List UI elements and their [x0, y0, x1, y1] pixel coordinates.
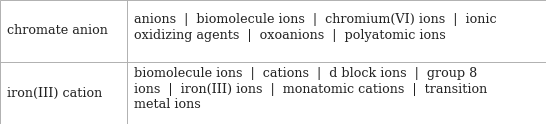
Text: biomolecule ions  |  cations  |  d block ions  |  group 8: biomolecule ions | cations | d block ion… [134, 67, 477, 80]
Text: chromate anion: chromate anion [7, 25, 108, 37]
Text: ions  |  iron(III) ions  |  monatomic cations  |  transition: ions | iron(III) ions | monatomic cation… [134, 83, 488, 96]
Text: iron(III) cation: iron(III) cation [7, 87, 102, 99]
Text: metal ions: metal ions [134, 98, 201, 111]
Text: anions  |  biomolecule ions  |  chromium(VI) ions  |  ionic: anions | biomolecule ions | chromium(VI)… [134, 13, 497, 26]
Text: oxidizing agents  |  oxoanions  |  polyatomic ions: oxidizing agents | oxoanions | polyatomi… [134, 29, 446, 42]
